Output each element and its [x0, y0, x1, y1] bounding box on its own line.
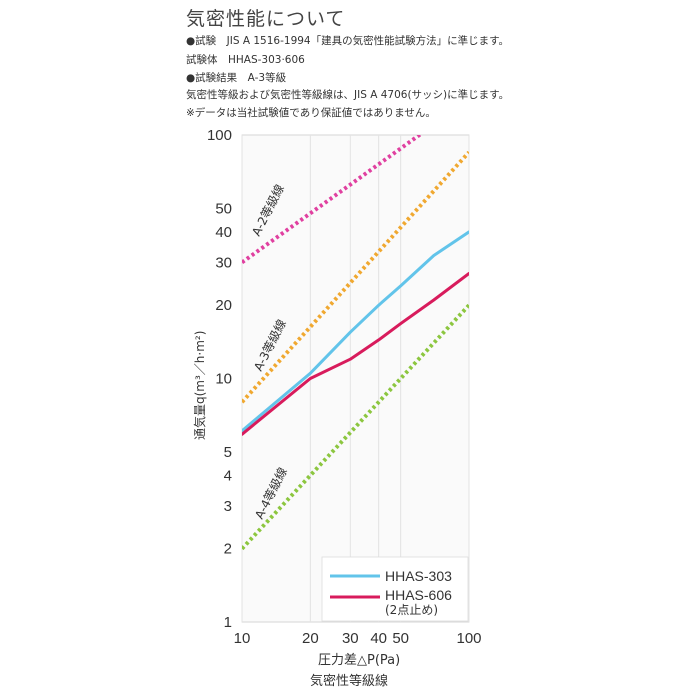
- y-tick-label: 50: [215, 200, 232, 217]
- y-tick-label: 3: [224, 498, 232, 515]
- test-specimen-line: 試験体 HHAS-303·606: [186, 54, 305, 66]
- x-tick-label: 10: [234, 630, 251, 647]
- y-tick-label: 10: [215, 371, 232, 388]
- y-tick-label: 20: [215, 297, 232, 314]
- x-tick-label: 50: [392, 630, 409, 647]
- x-tick-labels: 10 20 30 40 50 100: [234, 630, 482, 647]
- test-method-line: ●試験 JIS A 1516-1994「建具の気密性能試験方法」に準じます。: [186, 35, 510, 47]
- grade-line-3: [242, 303, 469, 551]
- disclaimer-line: ※データは当社試験値であり保証値ではありません。: [186, 107, 436, 119]
- grade-lines: [242, 135, 469, 551]
- grade-standard-line: 気密性等級および気密性等級線は、JIS A 4706(サッシ)に準じます。: [186, 89, 510, 101]
- plot-area: [241, 134, 470, 623]
- x-tick-label: 20: [302, 630, 319, 647]
- grid: [241, 135, 470, 622]
- page-title: 気密性能について: [186, 8, 346, 30]
- y-tick-label: 5: [224, 444, 232, 461]
- series-line-1: [242, 230, 469, 433]
- y-tick-label: 100: [207, 127, 232, 144]
- x-tick-label: 40: [370, 630, 387, 647]
- y-axis-label: 通気量q(m³／h·m²): [192, 331, 207, 440]
- x-tick-label: 100: [456, 630, 481, 647]
- y-tick-label: 2: [224, 541, 232, 558]
- y-tick-label: 1: [224, 614, 232, 631]
- legend: HHAS-303 HHAS-606 (2点止め): [321, 556, 469, 622]
- y-tick-label: 30: [215, 254, 232, 271]
- legend-box: [321, 556, 469, 622]
- grade-line-2: [242, 150, 469, 404]
- y-tick-label: 40: [215, 224, 232, 241]
- series-line-2: [242, 272, 469, 436]
- x-tick-label: 30: [342, 630, 359, 647]
- legend-label-hhas303: HHAS-303: [385, 568, 452, 584]
- chart-caption: 気密性等級線: [310, 673, 388, 689]
- grade-line-1: [242, 135, 423, 264]
- y-tick-labels: 1 2 3 4 5 10 20 30 40 50 100: [207, 127, 232, 631]
- legend-sublabel-hhas606: (2点止め): [385, 603, 438, 617]
- series-lines: [242, 230, 469, 436]
- legend-label-hhas606: HHAS-606: [385, 587, 452, 603]
- test-result-line: ●試験結果 A-3等級: [186, 72, 287, 84]
- y-tick-label: 4: [224, 467, 232, 484]
- x-axis-label: 圧力差△P(Pa): [318, 653, 400, 668]
